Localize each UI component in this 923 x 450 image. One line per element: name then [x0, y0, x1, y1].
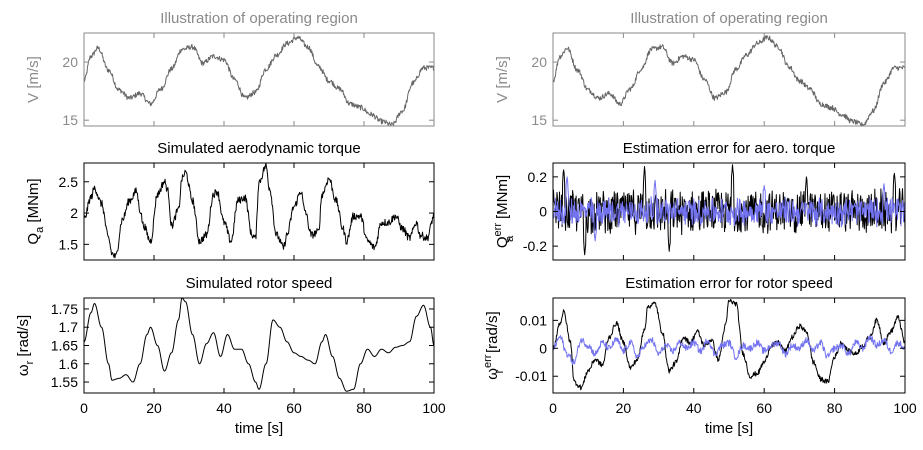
y-axis-label-main: ω — [15, 364, 32, 376]
chart-torque: Simulated aerodynamic torque 1.5 2 2.5 Qa [M… — [25, 140, 435, 261]
series-line-0 — [553, 299, 905, 391]
y-axis-label-sub: r — [494, 369, 506, 373]
y-tick-label: 1.65 — [51, 338, 78, 354]
plot-area — [84, 298, 434, 392]
x-tick-label: 40 — [216, 400, 232, 416]
y-axis-label-main: Q — [494, 236, 511, 248]
y-tick-label: -0.2 — [523, 238, 547, 254]
series-line-0 — [553, 35, 905, 126]
chart-title: Estimation error for aero. torque — [623, 140, 836, 157]
y-tick-label: 1.5 — [59, 236, 79, 252]
plot-area — [84, 163, 434, 259]
y-axis-label-unit: [rad/s] — [15, 315, 32, 361]
axes-frame — [552, 297, 906, 394]
y-tick-label: 1.7 — [59, 319, 79, 335]
y-axis-label: V [m/s] — [494, 56, 511, 103]
x-tick-label: 20 — [616, 400, 632, 416]
y-axis-label: Qerra [MNm] — [492, 175, 516, 248]
y-tick-label: -0.01 — [515, 368, 547, 384]
plot-area — [553, 299, 905, 391]
plot-area — [553, 35, 905, 126]
series-line-0 — [84, 163, 434, 259]
x-tick-label: 60 — [286, 400, 302, 416]
chart-torque_err: Estimation error for aero. torque -0.2 0 0.… — [492, 140, 906, 261]
x-axis-label: time [s] — [705, 420, 753, 437]
chart-wind_right: Illustration of operating region 15 20 V [m… — [494, 10, 906, 128]
y-axis-label: Qa [MNm] — [25, 178, 46, 244]
y-axis-label-sup: err — [492, 223, 504, 237]
plot-area — [553, 164, 905, 256]
chart-title: Estimation error for rotor speed — [625, 275, 833, 292]
y-axis-label-main: ω — [484, 368, 501, 380]
x-axis-label: time [s] — [235, 420, 283, 437]
x-tick-label: 100 — [422, 400, 446, 416]
y-axis-label-sub: r — [24, 360, 36, 364]
chart-speed: Simulated rotor speed 1.55 1.6 1.65 1.7 1.75 0… — [15, 275, 446, 437]
y-axis-label-sup: err — [482, 354, 494, 368]
y-tick-label: 1.75 — [51, 301, 78, 317]
y-tick-label: 20 — [62, 54, 78, 70]
y-axis-label-unit: [MNm] — [494, 175, 511, 223]
series-line-1 — [553, 176, 905, 242]
y-tick-label: 1.6 — [59, 356, 79, 372]
y-tick-label: 1.55 — [51, 374, 78, 390]
y-axis-label-main: V [m/s] — [494, 56, 511, 103]
y-tick-label: 2.5 — [59, 174, 79, 190]
y-axis-label-unit: [rad/s] — [484, 311, 501, 357]
y-tick-label: 20 — [531, 54, 547, 70]
y-axis-label: ωerrr [rad/s] — [482, 311, 506, 379]
x-tick-label: 80 — [827, 400, 843, 416]
chart-title: Illustration of operating region — [160, 10, 358, 27]
y-axis-label: V [m/s] — [25, 56, 42, 103]
axes-frame — [552, 32, 906, 127]
x-tick-label: 0 — [80, 400, 88, 416]
series-line-1 — [553, 335, 905, 366]
plot-area — [84, 35, 434, 126]
axes-frame — [83, 162, 435, 261]
axes-frame — [83, 32, 435, 127]
x-tick-label: 60 — [756, 400, 772, 416]
y-tick-label: 15 — [62, 112, 78, 128]
x-tick-label: 40 — [686, 400, 702, 416]
y-tick-label: 0.2 — [528, 169, 548, 185]
y-tick-label: 0 — [539, 204, 547, 220]
x-tick-label: 80 — [356, 400, 372, 416]
y-axis-label-main: V [m/s] — [25, 56, 42, 103]
axes-frame — [83, 297, 435, 394]
x-tick-label: 20 — [146, 400, 162, 416]
x-tick-label: 100 — [893, 400, 917, 416]
series-line-0 — [84, 35, 434, 126]
y-axis-label-sub: a — [34, 226, 46, 233]
y-tick-label: 15 — [531, 112, 547, 128]
y-tick-label: 2 — [70, 205, 78, 221]
chart-title: Illustration of operating region — [630, 10, 828, 27]
chart-title: Simulated aerodynamic torque — [157, 140, 360, 157]
y-tick-label: 0 — [539, 340, 547, 356]
x-tick-label: 0 — [549, 400, 557, 416]
y-axis-label-sub: a — [504, 235, 516, 242]
series-line-0 — [84, 298, 434, 392]
chart-wind_left: Illustration of operating region 15 20 V [m… — [25, 10, 435, 128]
chart-speed_err: Estimation error for rotor speed-0.0100.… — [482, 275, 917, 437]
y-axis-label: ωr [rad/s] — [15, 315, 36, 376]
y-axis-label-unit: [MNm] — [25, 178, 42, 226]
y-tick-label: 0.01 — [520, 312, 547, 328]
chart-title: Simulated rotor speed — [186, 275, 333, 292]
y-axis-label-main: Q — [25, 233, 42, 245]
